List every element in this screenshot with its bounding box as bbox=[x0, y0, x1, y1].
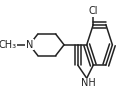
Text: Cl: Cl bbox=[89, 6, 98, 16]
Text: CH₃: CH₃ bbox=[0, 40, 17, 50]
Text: N: N bbox=[26, 40, 33, 50]
Text: NH: NH bbox=[81, 78, 95, 88]
